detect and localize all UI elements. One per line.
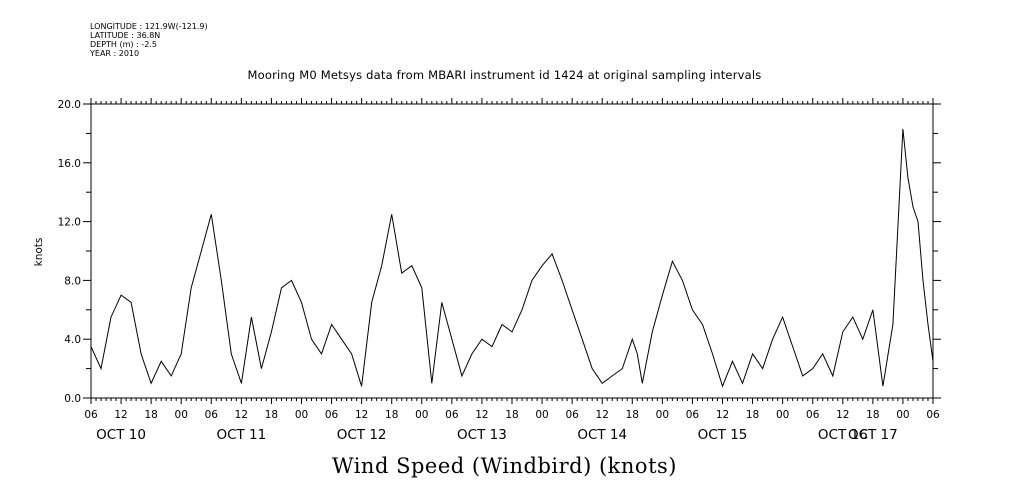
x-tick-label: 18	[144, 409, 157, 421]
x-tick-label: 18	[626, 409, 639, 421]
x-tick-label: 12	[235, 409, 248, 421]
metadata-line: LONGITUDE : 121.9W(-121.9)	[90, 22, 208, 31]
x-tick-label: 18	[866, 409, 879, 421]
x-tick-label: 06	[325, 409, 339, 421]
x-day-label: OCT 16	[818, 427, 868, 443]
x-tick-label: 12	[114, 409, 127, 421]
x-tick-label: 00	[896, 409, 909, 421]
y-tick-labels: 0.0 4.0 8.0 12.0 16.0 20.0	[58, 99, 81, 405]
x-day-labels: OCT 10 OCT 11 OCT 12 OCT 13 OCT 14 OCT 15 OCT …	[96, 427, 898, 443]
x-tick-label: 06	[806, 409, 820, 421]
x-tick-label: 06	[686, 409, 700, 421]
x-tick-label: 18	[385, 409, 398, 421]
metadata-line: LATITUDE : 36.8N	[90, 31, 161, 40]
x-day-label: OCT 13	[457, 427, 507, 443]
y-axis-label: knots	[33, 238, 45, 267]
metadata-block: LONGITUDE : 121.9W(-121.9) LATITUDE : 36.…	[90, 22, 208, 58]
bottom-title: Wind Speed (Windbird) (knots)	[332, 454, 677, 478]
x-tick-label: 06	[445, 409, 459, 421]
y-tick-label: 20.0	[58, 99, 81, 111]
x-tick-label: 18	[265, 409, 278, 421]
y-tick-label: 12.0	[58, 217, 81, 229]
x-tick-label: 06	[565, 409, 579, 421]
x-tick-label: 18	[746, 409, 759, 421]
y-tick-label: 8.0	[64, 275, 81, 287]
x-tick-label: 00	[535, 409, 548, 421]
x-tick-label: 12	[475, 409, 488, 421]
x-tick-label: 00	[656, 409, 669, 421]
y-tick-label: 4.0	[64, 334, 81, 346]
x-tick-label: 00	[415, 409, 428, 421]
axis-ticks	[83, 98, 941, 404]
x-tick-label: 12	[836, 409, 849, 421]
y-tick-label: 16.0	[58, 158, 81, 170]
x-tick-label: 12	[596, 409, 609, 421]
x-tick-label: 00	[175, 409, 188, 421]
x-day-label: OCT 10	[96, 427, 146, 443]
metadata-line: YEAR : 2010	[90, 49, 140, 58]
x-tick-label: 06	[926, 409, 940, 421]
x-day-label: OCT 11	[216, 427, 266, 443]
x-tick-label: 12	[355, 409, 368, 421]
x-tick-label: 06	[84, 409, 98, 421]
x-day-label: OCT 17	[848, 427, 898, 443]
x-tick-label: 00	[295, 409, 308, 421]
metadata-line: DEPTH (m) : -2.5	[90, 40, 157, 49]
x-day-label: OCT 14	[577, 427, 627, 443]
x-tick-label: 00	[776, 409, 789, 421]
x-tick-labels: 06 12 18 00 06 12 18 00 06 12 18 00 06 12 18 00 06 12 18 00…	[84, 409, 940, 421]
x-tick-label: 12	[716, 409, 729, 421]
wind-speed-series-line	[90, 128, 934, 388]
x-tick-label: 06	[205, 409, 219, 421]
x-day-label: OCT 12	[337, 427, 387, 443]
x-day-label: OCT 15	[698, 427, 748, 443]
x-tick-label: 18	[505, 409, 518, 421]
chart-title: Mooring M0 Metsys data from MBARI instru…	[247, 68, 762, 82]
y-tick-label: 0.0	[64, 393, 81, 405]
